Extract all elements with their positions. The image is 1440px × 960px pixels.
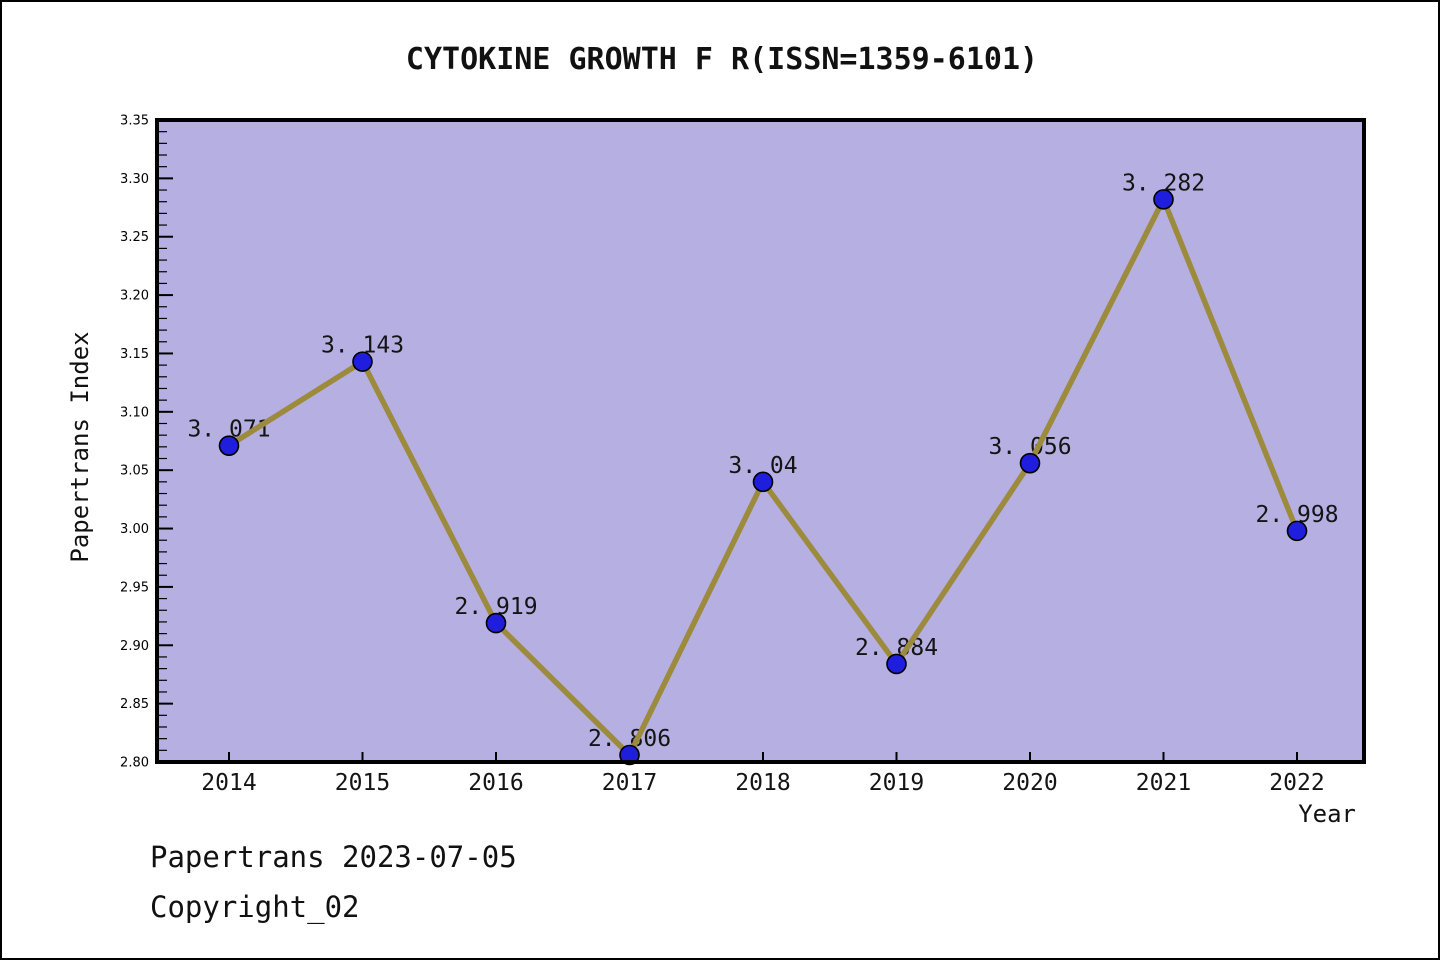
data-point-marker: [485, 612, 507, 634]
data-point-marker: [1019, 452, 1041, 474]
chart-title: CYTOKINE GROWTH F R(ISSN=1359-6101): [405, 42, 1039, 77]
data-point-marker: [886, 653, 907, 675]
y-tick-label: 2.85: [120, 697, 149, 712]
x-tick-label: 2014: [201, 770, 256, 796]
x-tick-label: 2018: [735, 770, 790, 796]
data-point-marker: [619, 744, 640, 766]
y-tick-label: 3.15: [120, 347, 149, 362]
data-point-marker: [218, 435, 240, 456]
y-tick-label: 2.95: [120, 580, 149, 595]
y-tick-label: 2.80: [120, 756, 149, 771]
y-tick-label: 3.30: [120, 172, 149, 187]
x-axis-label: Year: [1298, 800, 1356, 828]
x-tick-label: 2020: [1002, 770, 1057, 796]
footer-attribution: Papertrans 2023-07-05: [150, 840, 517, 874]
y-tick-label: 3.00: [120, 522, 149, 537]
x-tick-label: 2016: [468, 770, 523, 796]
y-tick-label: 3.10: [120, 405, 149, 420]
y-tick-label: 3.35: [120, 114, 149, 129]
y-tick-label: 3.05: [120, 464, 149, 479]
x-tick-label: 2019: [869, 770, 924, 796]
plot-background: [157, 120, 1364, 762]
plot-border: [155, 118, 1366, 764]
data-point-marker: [1286, 520, 1308, 542]
x-tick-label: 2015: [335, 770, 390, 796]
footer-copyright: Copyright_02: [150, 890, 360, 924]
data-point-marker: [1153, 189, 1174, 210]
x-tick-label: 2021: [1136, 770, 1191, 796]
data-point-marker: [352, 351, 373, 372]
x-tick-label: 2017: [602, 770, 657, 796]
x-tick-label: 2022: [1269, 770, 1324, 796]
y-tick-label: 3.25: [120, 230, 149, 245]
y-tick-label: 3.20: [120, 289, 149, 304]
data-point-marker: [752, 471, 774, 493]
y-tick-label: 2.90: [120, 639, 149, 654]
